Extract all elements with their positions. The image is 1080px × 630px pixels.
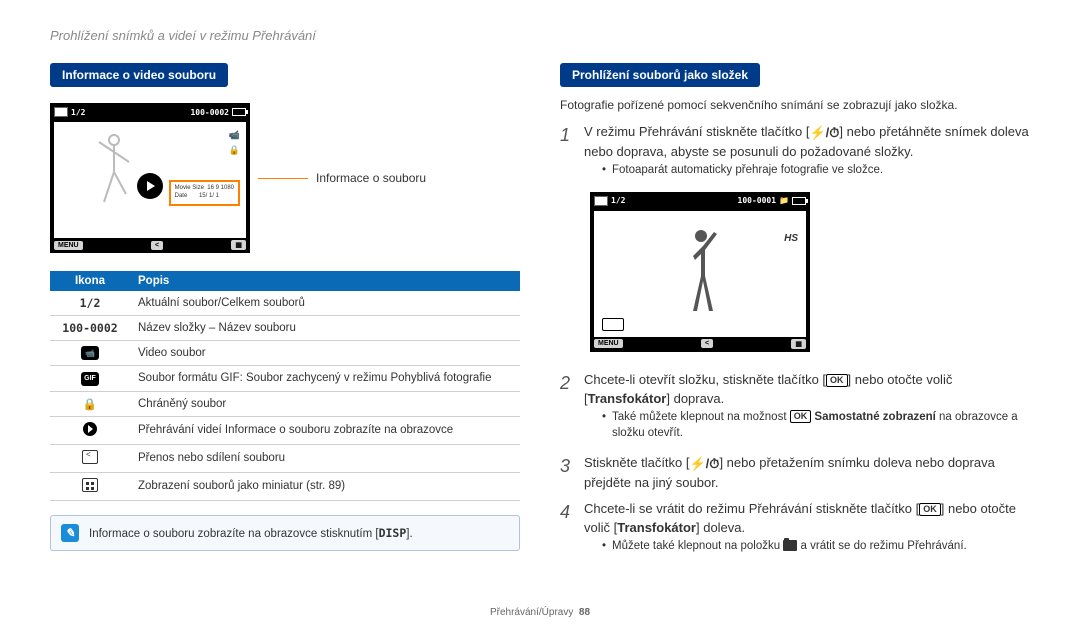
share-button[interactable]: < [151, 241, 163, 250]
icon-grid [50, 472, 130, 500]
col-icon-header: Ikona [50, 271, 130, 291]
folder-preview-wrap: 1/2 100-0001📁 HS OK MENU < ▦ [590, 192, 1030, 352]
left-section-title: Informace o video souboru [50, 63, 228, 87]
step2-bullet: Také můžete klepnout na možnost OK Samos… [602, 409, 1030, 441]
desc-cell: Zobrazení souborů jako miniatur (str. 89… [130, 472, 520, 500]
screen-body: 📹 🔒 Movie Size 16 9 1080 Date 15/ 1/ 1 [54, 122, 246, 238]
icon-description-table: Ikona Popis 1/2Aktuální soubor/Celkem so… [50, 271, 520, 501]
content-columns: Informace o video souboru 1/2 100-0002 📹… [50, 63, 1030, 566]
table-row: 1/2Aktuální soubor/Celkem souborů [50, 291, 520, 316]
table-row: 🔒Chráněný soubor [50, 391, 520, 416]
step-1: 1 V režimu Přehrávání stiskněte tlačítko… [560, 122, 1030, 184]
step-number: 1 [560, 122, 574, 184]
table-row: Přenos nebo sdílení souboru [50, 444, 520, 472]
icon-counter: 1/2 [50, 291, 130, 316]
icon-video: 📹 [50, 341, 130, 366]
desc-cell: Video soubor [130, 341, 520, 366]
col-desc-header: Popis [130, 271, 520, 291]
table-row: 📹Video soubor [50, 341, 520, 366]
camcorder-icon: 📹 [229, 130, 240, 141]
lock-icon: 🔒 [229, 145, 240, 156]
note-text: Informace o souboru zobrazíte na obrazov… [89, 526, 413, 540]
screen-annotation-row: 1/2 100-0002 📹 🔒 Movie Size 16 9 1080 Da… [50, 103, 520, 253]
grid-button[interactable]: ▦ [791, 339, 806, 349]
desc-cell: Aktuální soubor/Celkem souborů [130, 291, 520, 316]
step-number: 2 [560, 370, 574, 447]
info-box: Movie Size 16 9 1080 Date 15/ 1/ 1 [169, 180, 240, 206]
disp-badge: DISP [379, 526, 407, 540]
screen-body: HS OK [594, 211, 806, 337]
battery-icon [232, 108, 246, 116]
icon-folder: 100-0002 [50, 316, 130, 341]
icon-share [50, 444, 130, 472]
folder-small-icon: 📁 [779, 196, 789, 205]
battery-icon [792, 197, 806, 205]
desc-cell: Soubor formátu GIF: Soubor zachycený v r… [130, 366, 520, 392]
right-section-title: Prohlížení souborů jako složek [560, 63, 760, 87]
table-row: Zobrazení souborů jako miniatur (str. 89… [50, 472, 520, 500]
right-column: Prohlížení souborů jako složek Fotografi… [560, 63, 1030, 566]
step1-bullet: Fotoaparát automaticky přehraje fotograf… [602, 162, 1030, 178]
pointer-line [258, 178, 308, 179]
intro-text: Fotografie pořízené pomocí sekvenčního s… [560, 97, 1030, 114]
table-row: Přehrávání videí Informace o souboru zob… [50, 416, 520, 444]
page-footer: Přehrávání/Úpravy 88 [0, 607, 1080, 618]
step-3: 3 Stiskněte tlačítko [⚡/⏱] nebo přetažen… [560, 453, 1030, 493]
pointing-figure [679, 226, 724, 316]
flash-timer-icon: ⚡/⏱ [690, 454, 720, 474]
ok-badge: OK [919, 503, 941, 516]
flash-timer-icon: ⚡/⏱ [809, 123, 839, 143]
step-number: 4 [560, 499, 574, 560]
thumb-icon [594, 196, 608, 206]
info-icon: ✎ [61, 524, 79, 542]
folder-icon [783, 540, 797, 551]
menu-button[interactable]: MENU [54, 241, 83, 250]
step4-bullet: Můžete také klepnout na položku a vrátit… [602, 538, 1030, 554]
ok-badge: OK [826, 374, 848, 387]
icon-play [50, 416, 130, 444]
desc-cell: Přehrávání videí Informace o souboru zob… [130, 416, 520, 444]
desc-cell: Název složky – Název souboru [130, 316, 520, 341]
table-row: GIFSoubor formátu GIF: Soubor zachycený … [50, 366, 520, 392]
step-number: 3 [560, 453, 574, 493]
page-header: Prohlížení snímků a videí v režimu Přehr… [50, 28, 1030, 43]
info-note: ✎ Informace o souboru zobrazíte na obraz… [50, 515, 520, 551]
table-row: 100-0002Název složky – Název souboru [50, 316, 520, 341]
share-button[interactable]: < [701, 339, 713, 348]
side-icons: 📹 🔒 [229, 130, 240, 156]
menu-button[interactable]: MENU [594, 339, 623, 348]
icon-lock: 🔒 [50, 391, 130, 416]
icon-gif: GIF [50, 366, 130, 392]
counter-label: 1/2 [71, 108, 85, 117]
left-column: Informace o video souboru 1/2 100-0002 📹… [50, 63, 520, 566]
desc-cell: Chráněný soubor [130, 391, 520, 416]
step-4: 4 Chcete-li se vrátit do režimu Přehrává… [560, 499, 1030, 560]
video-preview-screen: 1/2 100-0002 📹 🔒 Movie Size 16 9 1080 Da… [50, 103, 250, 253]
hs-badge: HS [784, 233, 798, 244]
grid-button[interactable]: ▦ [231, 240, 246, 250]
play-button[interactable] [137, 173, 163, 199]
folder-label: 100-0002 [190, 108, 229, 117]
dancer-figure [94, 132, 134, 212]
folder-preview-screen: 1/2 100-0001📁 HS OK MENU < ▦ [590, 192, 810, 352]
ok-overlay-badge[interactable]: OK [602, 318, 624, 331]
step-2: 2 Chcete-li otevřít složku, stiskněte tl… [560, 370, 1030, 447]
desc-cell: Přenos nebo sdílení souboru [130, 444, 520, 472]
thumb-icon [54, 107, 68, 117]
pointer-label: Informace o souboru [316, 171, 426, 185]
